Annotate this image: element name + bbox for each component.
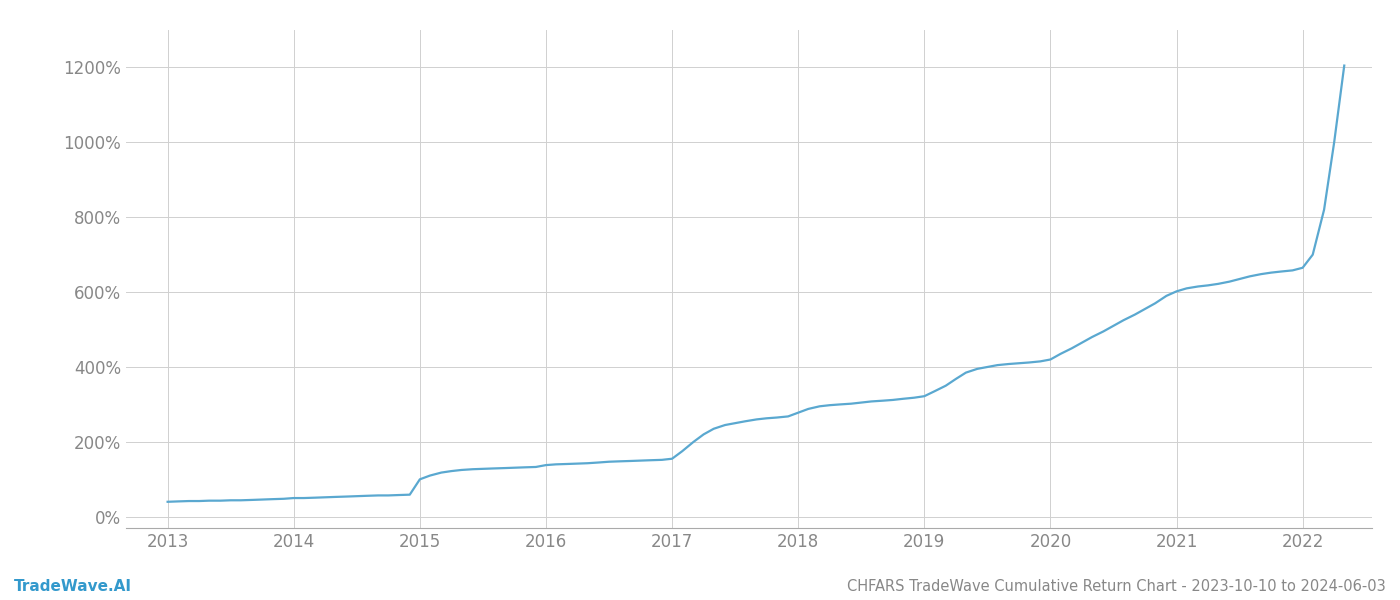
Text: CHFARS TradeWave Cumulative Return Chart - 2023-10-10 to 2024-06-03: CHFARS TradeWave Cumulative Return Chart… [847,579,1386,594]
Text: TradeWave.AI: TradeWave.AI [14,579,132,594]
